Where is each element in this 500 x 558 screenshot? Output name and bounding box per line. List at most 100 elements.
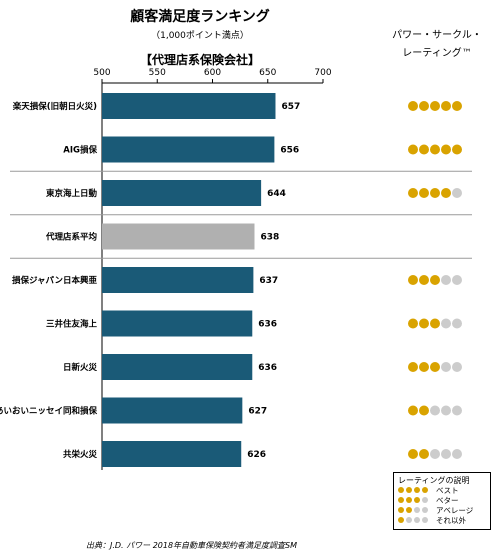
rating-dot [419, 101, 429, 111]
bar [102, 93, 276, 119]
category-label: 代理店系平均 [45, 232, 98, 243]
category-label: 東京海上日動 [46, 188, 98, 199]
rating-dot [430, 144, 440, 155]
legend-dot [414, 497, 420, 503]
legend-dot [414, 517, 420, 523]
x-tick-label: 550 [149, 68, 166, 78]
rating-dot [430, 449, 440, 459]
legend-dot [406, 487, 412, 493]
rating-dot [408, 362, 418, 372]
bar [102, 441, 242, 467]
rating-legend: レーティングの説明 ベスト ベター アベレージ それ以外 [393, 472, 491, 530]
rating-dot [441, 405, 451, 416]
rating-dot [452, 318, 462, 329]
legend-dot [398, 497, 404, 503]
category-label: AIG損保 [63, 145, 97, 156]
rating-dot [408, 275, 418, 285]
category-label: 楽天損保(旧朝日火災) [12, 101, 97, 112]
legend-dot [422, 497, 428, 503]
bar [102, 180, 262, 206]
rating-dot [441, 362, 451, 372]
legend-dot [398, 487, 404, 493]
rating-title-line2: レーティング™ [402, 48, 472, 59]
legend-dot [406, 507, 412, 513]
x-tick-label: 600 [204, 68, 221, 78]
rating-dot [419, 405, 429, 416]
chart-title: 顧客満足度ランキング [130, 9, 270, 25]
source-note: 出典：J.D. パワー 2018年自動車保険契約者満足度調査SM [86, 541, 298, 550]
bar [102, 397, 243, 424]
data-label: 637 [259, 276, 278, 286]
category-label: 日新火災 [63, 362, 98, 373]
bar [102, 310, 253, 337]
legend-dot [406, 517, 412, 523]
legend-dot [422, 507, 428, 513]
bar [102, 136, 275, 163]
legend-item-label: ベスト [436, 486, 459, 495]
rating-dot [441, 101, 451, 111]
data-label: 644 [267, 189, 286, 199]
legend-dot [422, 487, 428, 493]
legend-dot [398, 517, 404, 523]
category-label: あいおいニッセイ同和損保 [0, 406, 97, 417]
rating-dot [408, 144, 418, 155]
rating-dot [408, 405, 418, 416]
data-label: 638 [260, 233, 279, 243]
panel-title: 【代理店系保険会社】 [139, 53, 260, 67]
rating-column-title: パワー・サークル・ レーティング™ [382, 27, 492, 63]
rating-dot [452, 449, 462, 459]
legend-item-label: それ以外 [436, 516, 466, 525]
rating-dot [430, 362, 440, 372]
rating-dot [419, 318, 429, 329]
rating-dot [452, 101, 462, 111]
rating-dot [408, 449, 418, 459]
rating-dot [441, 144, 451, 155]
bar [102, 354, 253, 380]
rating-dot [408, 318, 418, 329]
category-label: 損保ジャパン日本興亜 [12, 275, 98, 286]
rating-dot [430, 405, 440, 416]
legend-dot [406, 497, 412, 503]
legend-item-label: アベレージ [436, 506, 474, 515]
legend-item-label: ベター [436, 496, 459, 505]
rating-dot [441, 275, 451, 285]
ranking-chart: 500 550 600 650 700 楽天損保(旧朝日火災) 657 AIG損保 656 東京海… [0, 68, 472, 470]
rating-dot [452, 144, 462, 155]
rating-dot [408, 101, 418, 111]
rating-dot [430, 101, 440, 111]
data-label: 656 [280, 146, 299, 156]
legend-dot [422, 517, 428, 523]
rating-dot [441, 449, 451, 459]
rating-dot [452, 275, 462, 285]
data-label: 627 [248, 407, 267, 417]
data-label: 657 [281, 102, 300, 112]
rating-dot [430, 188, 440, 198]
rating-dot [419, 275, 429, 285]
legend-dot [414, 487, 420, 493]
rating-dot [430, 318, 440, 329]
rating-dot [419, 362, 429, 372]
legend-dot [398, 507, 404, 513]
data-label: 636 [258, 363, 277, 373]
rating-dot [419, 188, 429, 198]
rating-dot [441, 318, 451, 329]
rating-title-line1: パワー・サークル・ [392, 30, 482, 41]
rating-dot [419, 144, 429, 155]
bar [102, 267, 254, 293]
chart-subtitle: （1,000ポイント満点） [151, 31, 249, 41]
rating-dot [408, 188, 418, 198]
rating-dot [452, 405, 462, 416]
x-tick-label: 650 [259, 68, 276, 78]
category-label: 三井住友海上 [46, 319, 98, 330]
rating-dot [452, 188, 462, 198]
x-tick-label: 700 [314, 68, 331, 78]
rating-dot [452, 362, 462, 372]
data-label: 626 [247, 450, 266, 460]
rating-dot [430, 275, 440, 285]
bar [102, 223, 255, 250]
rating-dot [441, 188, 451, 198]
rating-dot [419, 449, 429, 459]
data-label: 636 [258, 320, 277, 330]
x-tick-label: 500 [93, 68, 110, 78]
legend-title: レーティングの説明 [398, 476, 470, 485]
